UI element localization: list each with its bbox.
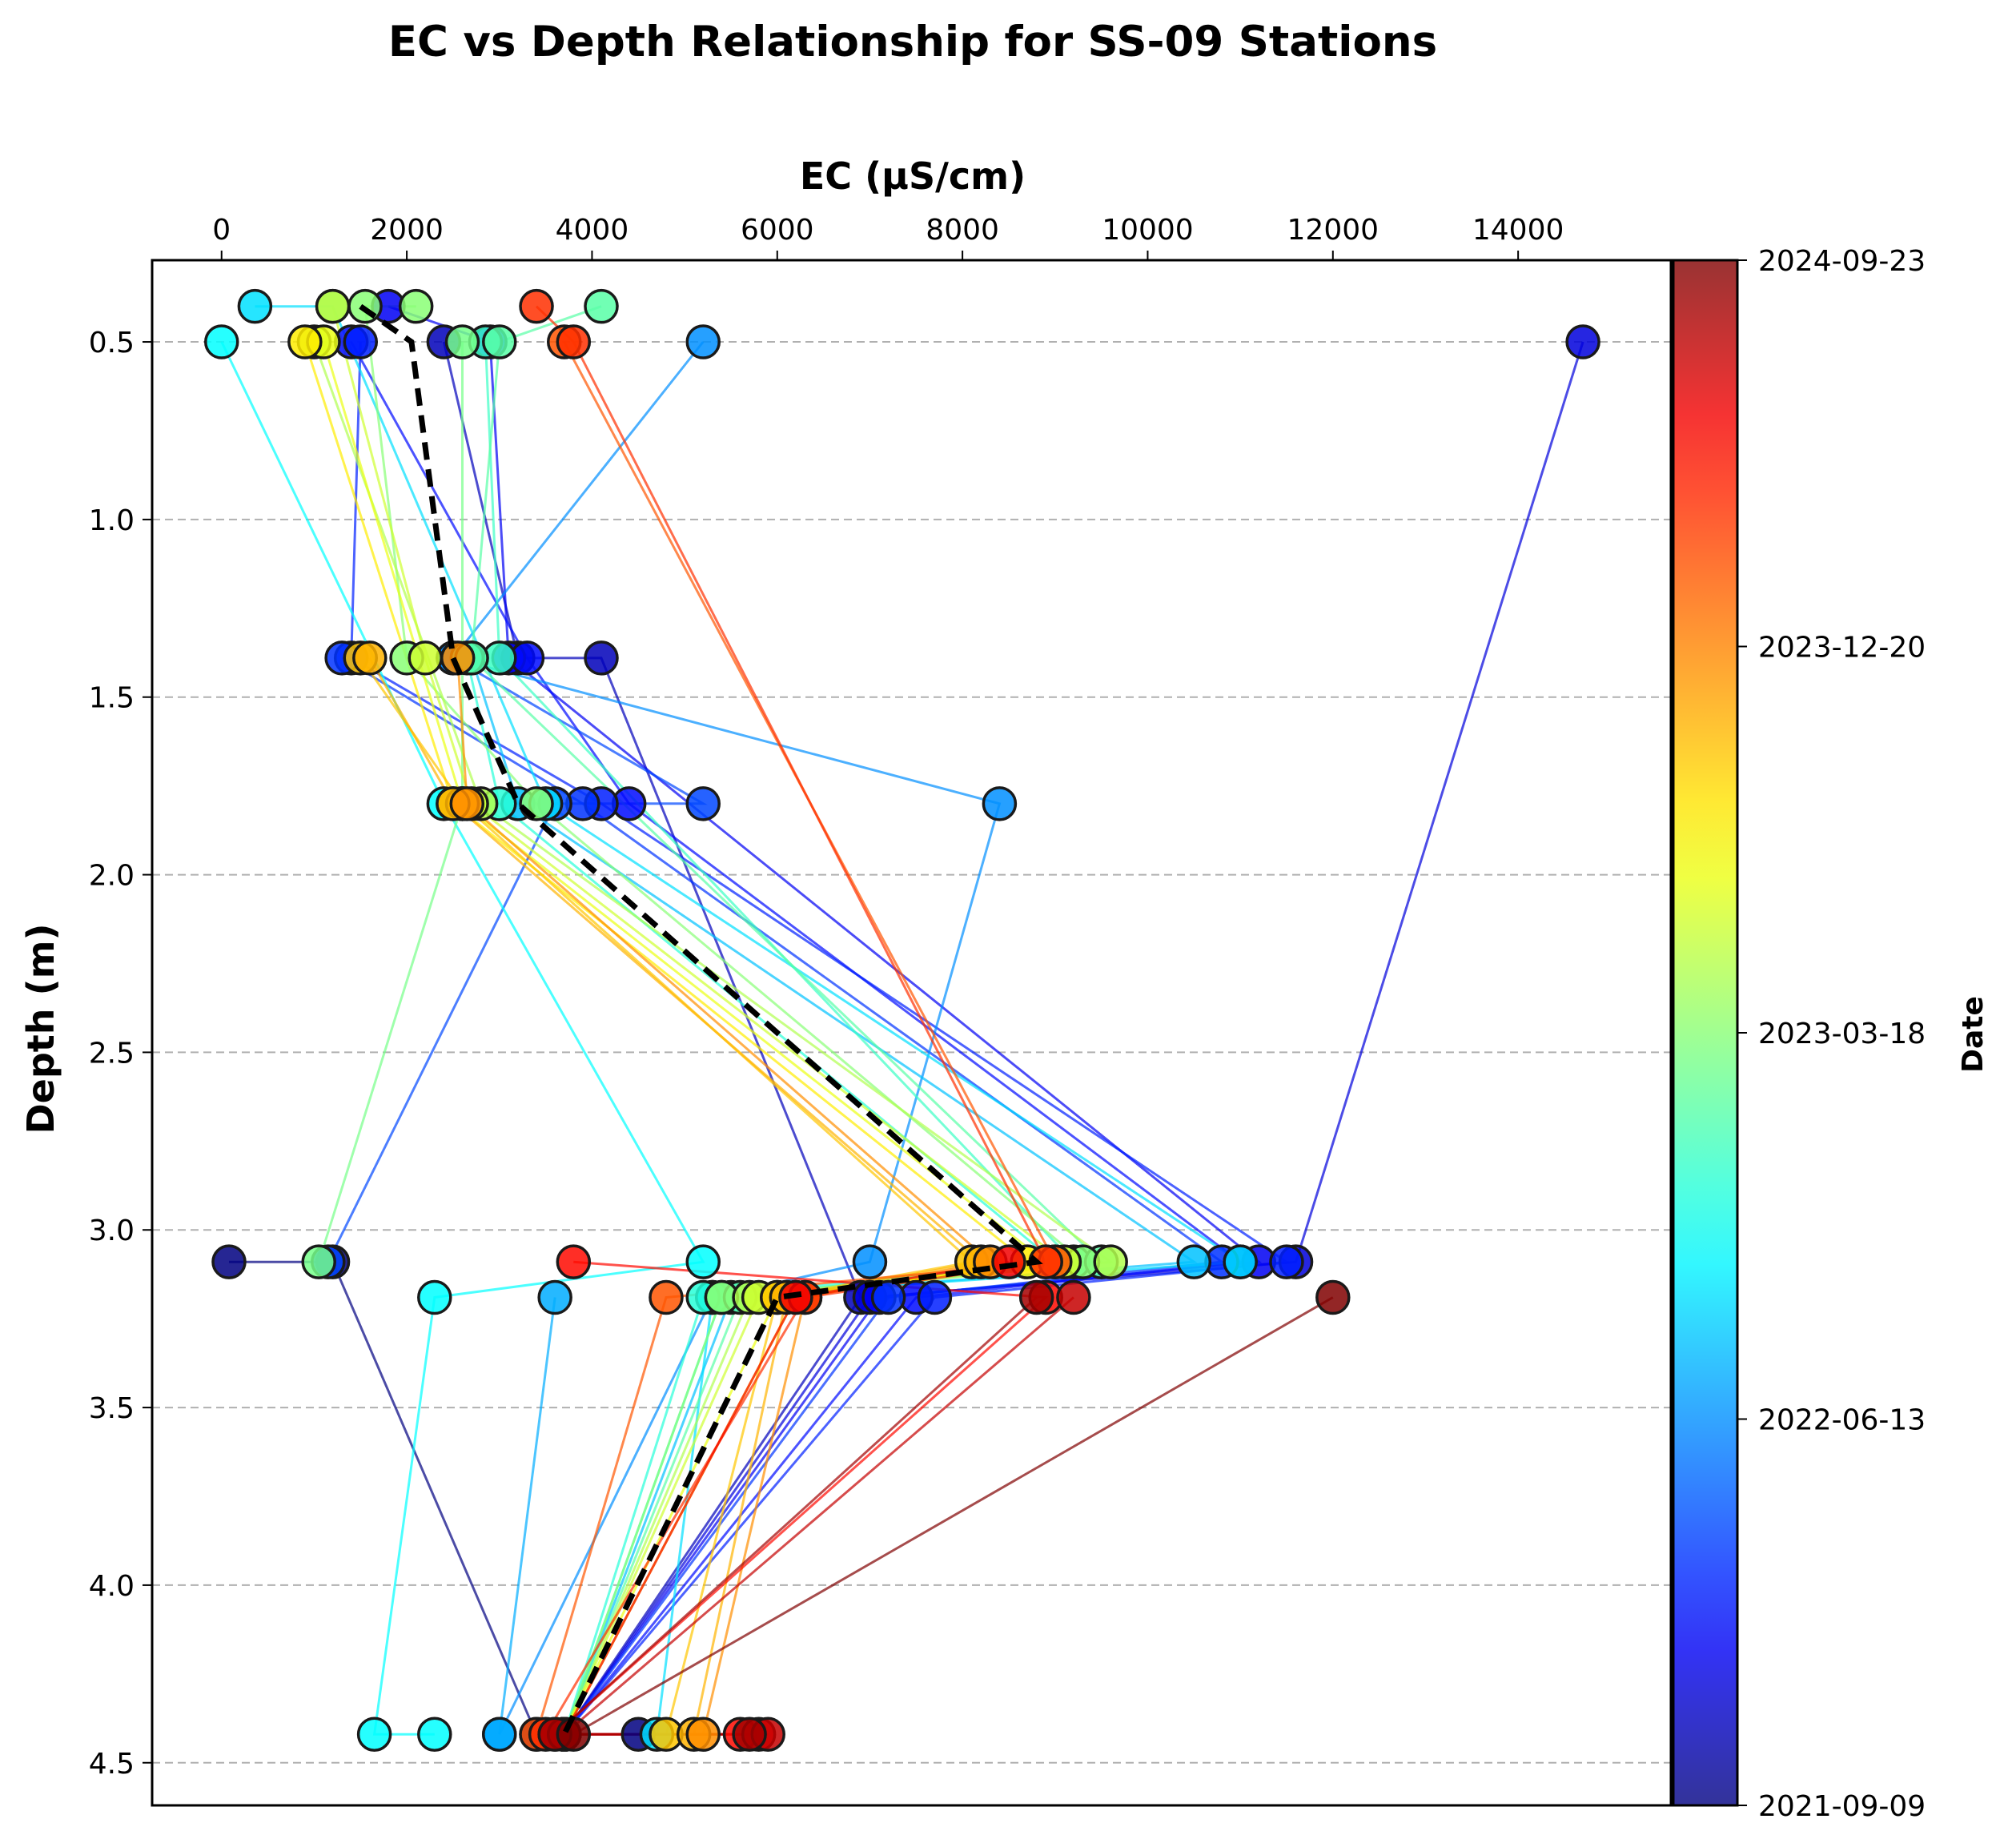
data-point xyxy=(301,1244,336,1279)
y-tick-label: 3.0 xyxy=(89,1215,135,1247)
profile-line xyxy=(470,305,1104,1735)
data-point xyxy=(204,324,239,359)
mean-profile-line xyxy=(359,303,1043,1736)
data-point xyxy=(1565,324,1600,359)
data-point xyxy=(237,288,273,324)
data-point xyxy=(732,1717,767,1753)
y-axis-label: Depth (m) xyxy=(19,923,62,1134)
y-tick-label: 4.5 xyxy=(89,1748,135,1781)
x-tick-label: 0 xyxy=(212,214,231,247)
data-point xyxy=(649,1279,684,1315)
data-point xyxy=(1056,1279,1091,1315)
data-point xyxy=(556,1244,592,1279)
data-point xyxy=(556,324,592,359)
colorbar-gradient xyxy=(1673,260,1737,1805)
y-tick-label: 0.5 xyxy=(89,327,135,359)
x-axis-label: EC (µS/cm) xyxy=(800,155,1026,198)
profile-line xyxy=(498,1297,556,1735)
data-point xyxy=(519,786,554,821)
data-point xyxy=(556,1717,592,1753)
colorbar-tick-label: 2021-09-09 xyxy=(1758,1790,1926,1823)
data-point xyxy=(449,786,485,821)
data-point xyxy=(870,1279,906,1315)
data-point xyxy=(852,1244,888,1279)
data-point xyxy=(444,324,480,359)
chart-title: EC vs Depth Relationship for SS-09 Stati… xyxy=(388,18,1437,66)
data-point xyxy=(1176,1244,1212,1279)
x-tick-label: 10000 xyxy=(1102,214,1194,247)
profile-line xyxy=(331,306,1068,1735)
data-point xyxy=(537,1279,572,1315)
data-point xyxy=(1315,1279,1351,1315)
mean-profile xyxy=(359,303,1043,1736)
colorbar-tick-label: 2023-03-18 xyxy=(1758,1018,1926,1050)
data-point xyxy=(482,1717,517,1753)
y-tick-label: 2.0 xyxy=(89,860,135,893)
data-points xyxy=(204,288,1600,1753)
grid-lines xyxy=(152,341,1671,1764)
data-point xyxy=(211,1244,247,1279)
colorbar-tick-label: 2023-12-20 xyxy=(1758,632,1926,665)
data-point xyxy=(584,288,619,324)
data-point xyxy=(417,1717,452,1753)
data-point xyxy=(343,324,379,359)
y-tick-label: 1.5 xyxy=(89,682,135,715)
data-point xyxy=(352,640,388,676)
data-point xyxy=(685,1717,721,1753)
x-tick-label: 8000 xyxy=(926,214,999,247)
data-point xyxy=(1269,1244,1304,1279)
y-tick-label: 4.0 xyxy=(89,1570,135,1603)
data-point xyxy=(398,288,434,324)
data-point xyxy=(482,324,517,359)
data-point xyxy=(1223,1244,1258,1279)
x-tick-label: 14000 xyxy=(1472,214,1564,247)
y-tick-label: 3.5 xyxy=(89,1392,135,1425)
colorbar-ticks: 2021-09-09 2022-06-13 2023-03-18 2023-12-20… xyxy=(1737,245,1926,1823)
profile-line xyxy=(451,341,1002,1735)
data-point xyxy=(982,786,1018,821)
x-tick-label: 6000 xyxy=(741,214,814,247)
data-point xyxy=(685,1244,721,1279)
x-tick-label: 4000 xyxy=(556,214,629,247)
y-tick-label: 2.5 xyxy=(89,1037,135,1070)
data-point xyxy=(1093,1244,1128,1279)
data-point xyxy=(917,1279,953,1315)
colorbar-tick-label: 2024-09-23 xyxy=(1758,245,1926,278)
data-point xyxy=(991,1244,1026,1279)
data-point xyxy=(1018,1279,1054,1315)
colorbar-title: Date xyxy=(1957,996,1990,1073)
colorbar: 2021-09-09 2022-06-13 2023-03-18 2023-12-20… xyxy=(1672,245,1990,1823)
plot-frame xyxy=(151,259,1673,1807)
x-tick-label: 12000 xyxy=(1287,214,1379,247)
data-point xyxy=(584,640,619,676)
colorbar-tick-label: 2022-06-13 xyxy=(1758,1404,1926,1437)
data-point xyxy=(417,1279,452,1315)
data-point xyxy=(356,1717,392,1753)
y-tick-label: 1.0 xyxy=(89,504,135,537)
x-tick-label: 2000 xyxy=(370,214,444,247)
y-axis-ticks: 0.5 1.0 1.5 2.0 2.5 3.0 3.5 4.0 4.5 xyxy=(89,327,152,1781)
data-point xyxy=(685,324,721,359)
x-axis-ticks: 0 2000 4000 6000 8000 10000 12000 14000 xyxy=(212,214,1564,260)
data-point xyxy=(287,324,323,359)
profile-line xyxy=(350,341,1291,1736)
profile-line xyxy=(572,1296,1334,1736)
data-point xyxy=(315,288,351,324)
data-point xyxy=(408,640,443,676)
data-point xyxy=(519,288,554,324)
data-point xyxy=(685,786,721,821)
